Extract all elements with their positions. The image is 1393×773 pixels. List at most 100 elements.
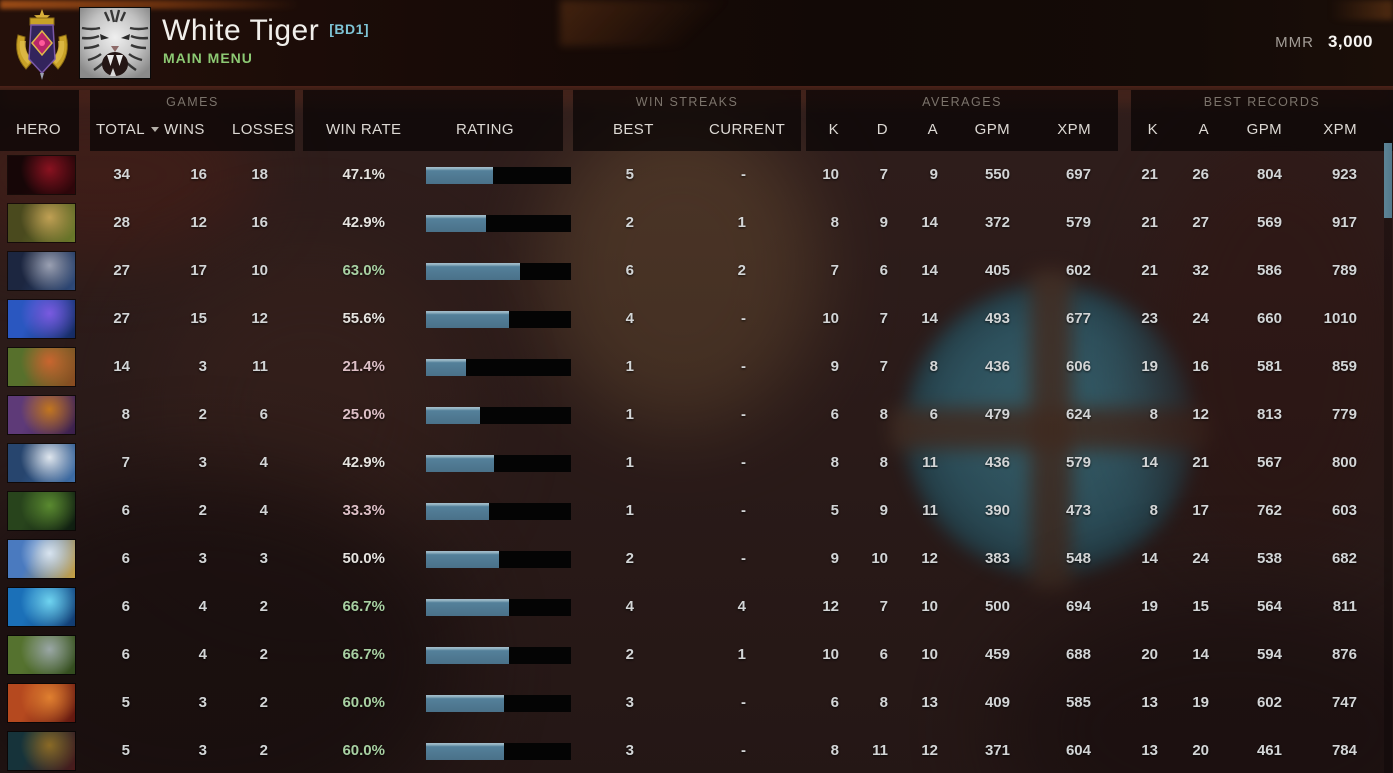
rating-bar-fill (426, 455, 495, 472)
rating-bar (426, 551, 571, 568)
hero-portrait-windranger (8, 348, 75, 386)
avg-gpm-cell: 493 (984, 310, 1010, 327)
avg-assists-cell: 12 (921, 742, 938, 759)
best-kills-cell: 19 (1141, 598, 1158, 615)
best-assists-cell: 20 (1192, 742, 1209, 759)
hero-row[interactable]: 8 2 6 25.0% 1 - 6 8 6 479 624 8 12 813 7… (0, 391, 1393, 439)
avg-assists-cell: 10 (921, 598, 938, 615)
best-xpm-cell: 800 (1331, 454, 1357, 471)
avg-xpm-cell: 604 (1065, 742, 1091, 759)
rating-bar-fill (426, 311, 509, 328)
avg-kills-cell: 10 (822, 310, 839, 327)
rating-bar (426, 599, 571, 616)
rating-bar (426, 743, 571, 760)
column-header-avg-deaths[interactable]: D (876, 121, 888, 138)
avg-kills-cell: 9 (830, 550, 839, 567)
current-streak-cell: 1 (737, 646, 746, 663)
win-rate-value: 25.0% (342, 406, 385, 423)
sort-desc-icon (150, 127, 159, 132)
hero-row[interactable]: 28 12 16 42.9% 2 1 8 9 14 372 579 21 27 … (0, 199, 1393, 247)
current-streak-cell: - (741, 166, 746, 183)
avg-deaths-cell: 7 (879, 166, 888, 183)
best-kills-cell: 8 (1149, 502, 1158, 519)
column-header-wins[interactable]: WINS (164, 121, 205, 138)
hero-row[interactable]: 7 3 4 42.9% 1 - 8 8 11 436 579 14 21 567… (0, 439, 1393, 487)
hero-row[interactable]: 34 16 18 47.1% 5 - 10 7 9 550 697 21 26 … (0, 151, 1393, 199)
column-header-hero[interactable]: HERO (16, 121, 61, 138)
hero-row[interactable]: 27 17 10 63.0% 6 2 7 6 14 405 602 21 32 … (0, 247, 1393, 295)
avg-assists-cell: 11 (922, 502, 938, 519)
total-games-cell: 6 (121, 646, 130, 663)
rating-bar-fill (426, 407, 480, 424)
column-header-win-rate[interactable]: WIN RATE (326, 121, 402, 138)
best-streak-cell: 2 (625, 214, 634, 231)
column-header-avg-gpm[interactable]: GPM (974, 121, 1010, 138)
header-block-averages: AVERAGES (806, 88, 1118, 151)
column-header-avg-xpm[interactable]: XPM (1057, 121, 1091, 138)
player-avatar[interactable] (80, 8, 150, 78)
hero-row[interactable]: 5 3 2 60.0% 3 - 8 11 12 371 604 13 20 46… (0, 727, 1393, 773)
column-header-rating[interactable]: RATING (456, 121, 514, 138)
hero-row[interactable]: 14 3 11 21.4% 1 - 9 7 8 436 606 19 16 58… (0, 343, 1393, 391)
column-header-best-kills[interactable]: K (1147, 121, 1158, 138)
hero-row[interactable]: 6 4 2 66.7% 4 4 12 7 10 500 694 19 15 56… (0, 583, 1393, 631)
table-header: HERO GAMES TOTAL WINS LOSSES WIN RATE RA… (0, 88, 1393, 151)
best-assists-cell: 16 (1192, 358, 1209, 375)
best-assists-cell: 12 (1192, 406, 1209, 423)
best-kills-cell: 21 (1141, 262, 1158, 279)
rating-bar-fill (426, 359, 466, 376)
avg-deaths-cell: 6 (879, 646, 888, 663)
hero-row[interactable]: 5 3 2 60.0% 3 - 6 8 13 409 585 13 19 602… (0, 679, 1393, 727)
scrollbar-thumb[interactable] (1384, 143, 1392, 218)
header-block-best-records: BEST RECORDS (1131, 88, 1393, 151)
total-games-cell: 14 (113, 358, 130, 375)
column-header-total[interactable]: TOTAL (96, 121, 159, 138)
best-xpm-cell: 789 (1331, 262, 1357, 279)
avg-gpm-cell: 459 (984, 646, 1010, 663)
hero-row[interactable]: 6 2 4 33.3% 1 - 5 9 11 390 473 8 17 762 … (0, 487, 1393, 535)
losses-cell: 2 (259, 742, 268, 759)
total-games-cell: 6 (121, 598, 130, 615)
group-label-win-streaks: WIN STREAKS (635, 95, 739, 109)
best-streak-cell: 2 (625, 550, 634, 567)
wins-cell: 4 (198, 598, 207, 615)
best-gpm-cell: 762 (1256, 502, 1282, 519)
best-assists-cell: 14 (1192, 646, 1209, 663)
current-streak-cell: - (741, 742, 746, 759)
column-header-best-streak[interactable]: BEST (613, 121, 654, 138)
losses-cell: 2 (259, 598, 268, 615)
rating-bar (426, 263, 571, 280)
avg-xpm-cell: 473 (1065, 502, 1091, 519)
column-header-best-assists[interactable]: A (1198, 121, 1209, 138)
column-header-avg-assists[interactable]: A (927, 121, 938, 138)
avg-xpm-cell: 548 (1065, 550, 1091, 567)
best-xpm-cell: 747 (1331, 694, 1357, 711)
total-games-cell: 6 (121, 550, 130, 567)
column-header-losses[interactable]: LOSSES (232, 121, 295, 138)
column-header-best-gpm[interactable]: GPM (1246, 121, 1282, 138)
rating-bar-fill (426, 551, 499, 568)
best-xpm-cell: 917 (1331, 214, 1357, 231)
losses-cell: 18 (251, 166, 268, 183)
column-header-avg-kills[interactable]: K (828, 121, 839, 138)
best-streak-cell: 4 (625, 310, 634, 327)
group-label-games: GAMES (166, 95, 219, 109)
best-xpm-cell: 923 (1331, 166, 1357, 183)
column-header-best-xpm[interactable]: XPM (1323, 121, 1357, 138)
avg-gpm-cell: 390 (984, 502, 1010, 519)
rating-bar (426, 215, 571, 232)
hero-row[interactable]: 6 4 2 66.7% 2 1 10 6 10 459 688 20 14 59… (0, 631, 1393, 679)
wins-cell: 16 (190, 166, 207, 183)
best-gpm-cell: 461 (1256, 742, 1282, 759)
hero-row[interactable]: 27 15 12 55.6% 4 - 10 7 14 493 677 23 24… (0, 295, 1393, 343)
best-kills-cell: 14 (1141, 550, 1158, 567)
win-rate-value: 21.4% (342, 358, 385, 375)
current-streak-cell: 2 (737, 262, 746, 279)
column-header-current-streak[interactable]: CURRENT (709, 121, 786, 138)
scrollbar-track[interactable] (1384, 140, 1392, 773)
avg-gpm-cell: 383 (984, 550, 1010, 567)
best-gpm-cell: 564 (1256, 598, 1282, 615)
rating-bar (426, 167, 571, 184)
hero-row[interactable]: 6 3 3 50.0% 2 - 9 10 12 383 548 14 24 53… (0, 535, 1393, 583)
avg-kills-cell: 9 (830, 358, 839, 375)
